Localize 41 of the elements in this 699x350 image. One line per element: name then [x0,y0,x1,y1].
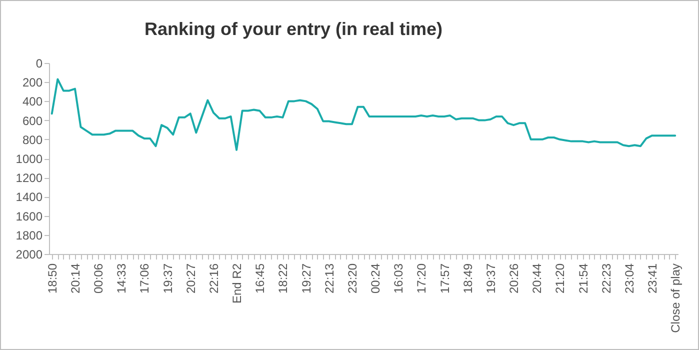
x-tick-label: 00:24 [368,263,383,294]
y-tick-label: 0 [36,56,43,70]
x-tick-label: Close of play [668,264,683,333]
x-tick-label: 22:23 [599,263,614,294]
x-tick-label: 23:41 [646,263,660,294]
x-tick-label: 18:22 [276,263,290,294]
x-tick-label: 17:20 [414,263,429,294]
line-series [50,78,676,151]
x-tick-label: 16:45 [253,263,268,294]
y-tick-label: 1000 [16,152,43,166]
y-tick-label: 1600 [16,209,43,224]
y-tick-label: 800 [22,132,43,147]
x-tick-label: 18:49 [460,263,475,294]
chart-title: Ranking of your entry (in real time) [144,19,443,39]
y-tick-label: 1200 [16,171,43,186]
y-tick-label: 1400 [16,190,43,204]
x-tick-label: 23:20 [345,263,360,294]
x-tick-label: 17:06 [138,263,152,294]
x-tick-label: 21:54 [576,263,590,294]
x-tick-label: 20:27 [184,263,198,294]
x-tick-label: 20:44 [530,263,544,294]
x-tick-label: 22:16 [206,263,221,294]
x-tick-label: 19:27 [299,263,314,294]
x-tick-label: 21:20 [553,263,568,294]
x-tick-label: 22:13 [322,263,336,294]
x-tick-label: 16:03 [392,263,406,294]
x-tick-label: 00:06 [92,263,106,294]
x-tick-label: 20:26 [507,263,522,294]
y-tick-label: 400 [22,94,43,109]
x-tick-label: 20:14 [68,263,82,294]
x-tick-label: 19:37 [484,263,498,294]
x-tick-label: 19:37 [160,263,175,294]
y-tick-label: 2000 [16,248,43,262]
y-tick-label: 1800 [16,228,43,242]
x-tick-label: 23:04 [622,263,636,294]
x-tick-label: End R2 [230,263,244,304]
y-tick-label: 600 [22,114,43,128]
x-tick-label: 18:50 [45,263,60,294]
y-tick-label: 200 [22,76,43,90]
x-tick-label: 17:57 [438,263,452,294]
x-tick-label: 14:33 [114,263,129,294]
